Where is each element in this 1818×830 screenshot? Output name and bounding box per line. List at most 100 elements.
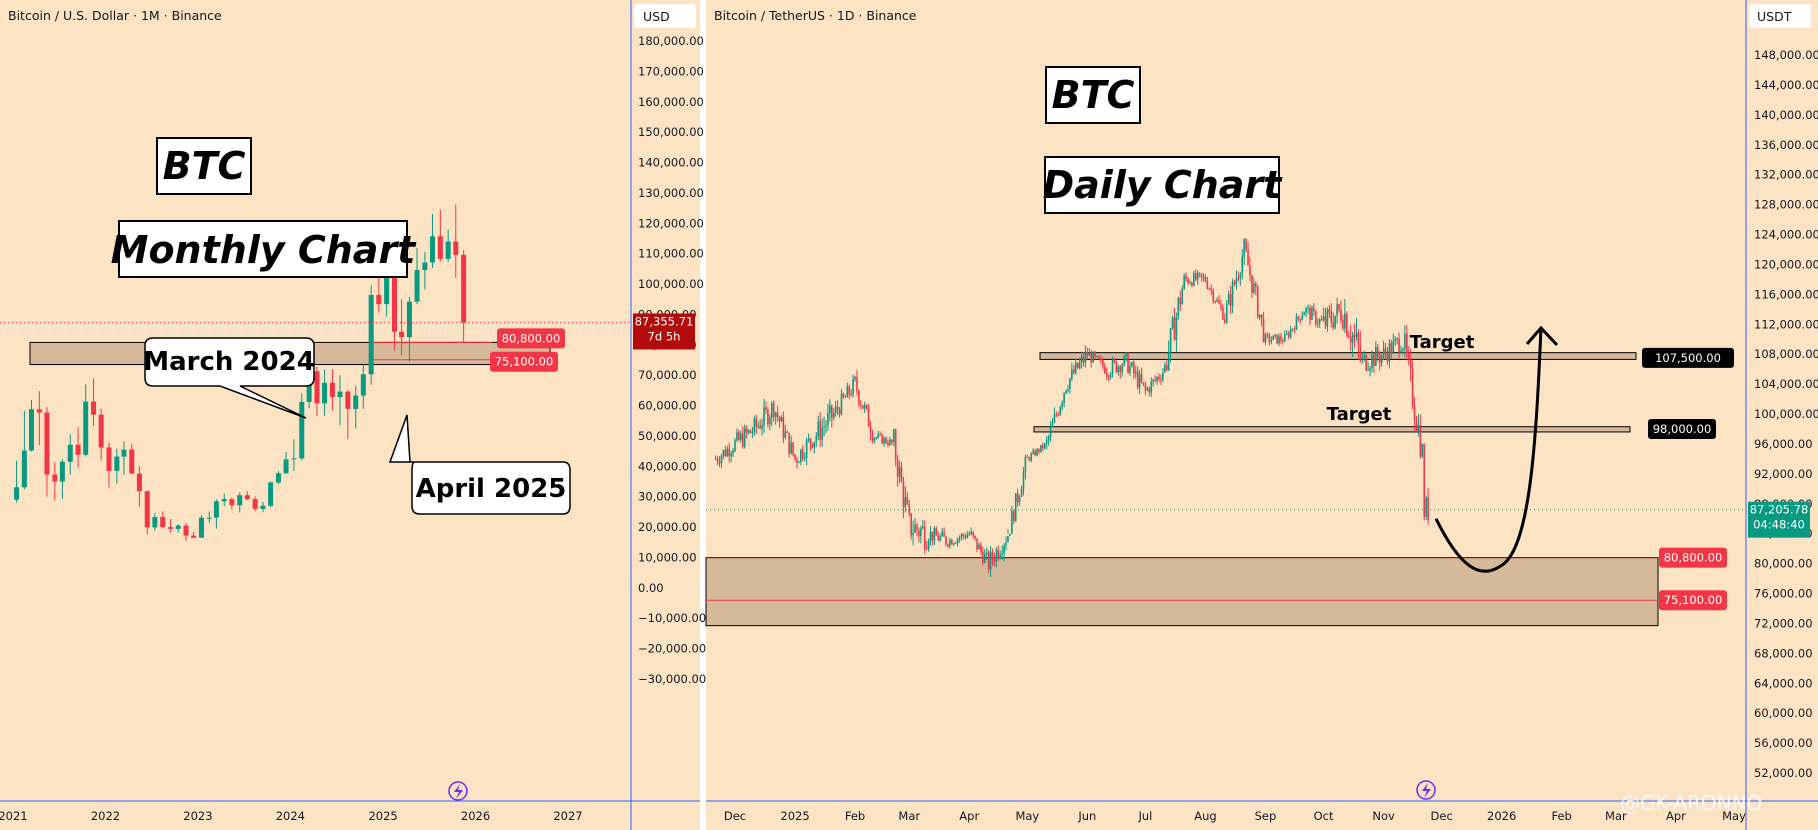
right-candle-body: [1216, 299, 1218, 302]
right-candle-body: [1315, 311, 1317, 324]
right-candle-body: [1227, 294, 1230, 305]
right-candle-body: [1152, 379, 1154, 382]
right-candle-body: [1423, 443, 1426, 517]
right-candle-body: [1280, 336, 1282, 341]
right-candle-body: [945, 536, 947, 545]
right-candle-body: [819, 421, 821, 440]
right-candle-body: [935, 527, 938, 536]
right-candle-body: [978, 544, 980, 550]
left-x-tick: 2025: [368, 809, 397, 823]
left-currency-box[interactable]: [634, 4, 696, 28]
left-y-tick: 50,000.00: [638, 429, 697, 443]
right-candle-body: [1243, 238, 1245, 257]
left-candle-body: [67, 444, 73, 462]
right-last-price-text: 87,205.78: [1750, 503, 1809, 517]
right-candle-body: [1005, 542, 1007, 546]
right-lightning-icon[interactable]: [1416, 780, 1436, 800]
left-candle-body: [36, 409, 42, 413]
left-last-price-badge: [633, 313, 695, 350]
left-y-tick: 110,000.00: [638, 247, 704, 261]
right-candle-body: [1282, 340, 1284, 342]
left-candle-body: [445, 241, 451, 259]
right-candle-body: [1342, 320, 1344, 329]
right-x-tick: Aug: [1194, 809, 1216, 823]
right-candle-body: [1134, 371, 1137, 374]
right-x-tick: Jun: [1077, 809, 1096, 823]
right-candle-body: [829, 405, 831, 414]
right-candle-body: [794, 454, 796, 460]
right-candle-body: [914, 524, 916, 533]
right-last-price-badge: [1748, 501, 1810, 538]
right-candle-body: [1249, 265, 1251, 275]
right-chart-label-box: [1044, 156, 1280, 214]
left-candle-body: [52, 474, 58, 482]
right-y-tick: 148,000.00: [1754, 48, 1818, 62]
right-candle-body: [1380, 355, 1383, 363]
right-candle-body: [1061, 402, 1063, 407]
right-y-tick: 96,000.00: [1754, 437, 1813, 451]
watermark: @GK-ARONNO: [1620, 791, 1762, 815]
right-candle-body: [1340, 309, 1342, 321]
left-candle-body: [429, 236, 435, 263]
right-y-ticks: 148,000.00 144,000.00 140,000.00 136,000.00…: [1754, 48, 1818, 780]
left-y-tick: 70,000.00: [638, 368, 697, 382]
left-candle-body: [376, 294, 382, 305]
right-candle-body: [1330, 312, 1333, 323]
right-candle-body: [1063, 393, 1065, 403]
left-title: Bitcoin / U.S. Dollar · 1M · Binance: [8, 8, 222, 23]
right-candle-body: [1171, 317, 1174, 329]
right-candle-body: [761, 425, 763, 429]
right-candle-body: [949, 540, 951, 547]
right-candle-body: [1032, 450, 1034, 454]
left-y-tick: −10,000.00: [638, 611, 706, 625]
right-candle-body: [1237, 278, 1240, 280]
right-price-badges: 107,500.00 98,000.00 87,205.78 04:48:40 …: [1642, 347, 1810, 611]
right-candle-body: [1347, 335, 1350, 338]
right-candle-body: [960, 534, 963, 538]
right-candle-body: [1210, 288, 1213, 291]
right-candle-body: [1262, 318, 1265, 343]
right-candle-body: [931, 531, 934, 541]
right-candle-body: [821, 427, 823, 440]
right-candle-body: [983, 554, 986, 563]
right-candle-body: [1386, 353, 1389, 362]
right-candle-body: [1398, 338, 1400, 353]
right-candle-body: [1268, 334, 1271, 342]
left-currency: USD: [643, 9, 670, 24]
right-candle-body: [1102, 360, 1104, 367]
left-candle-body: [198, 517, 204, 538]
right-candle-body: [1173, 317, 1176, 341]
right-candle-body: [1212, 290, 1215, 301]
right-candle-body: [1045, 440, 1048, 444]
right-candle-body: [970, 531, 972, 534]
right-y-tick: 136,000.00: [1754, 138, 1818, 152]
left-x-ticks: 2021 2022 2023 2024 2025 2026 2027: [0, 809, 583, 823]
right-x-tick: Nov: [1372, 809, 1395, 823]
right-candle-body: [1328, 309, 1331, 313]
right-candle-body: [724, 450, 727, 456]
right-candle-body: [933, 527, 936, 541]
left-lightning-icon[interactable]: [448, 781, 468, 801]
left-candle-body: [391, 276, 397, 332]
right-candle-body: [1181, 288, 1184, 305]
right-candle-body: [1264, 334, 1267, 343]
right-candle-body: [860, 403, 862, 406]
right-candle-body: [1073, 369, 1075, 374]
right-candle-body: [792, 442, 794, 455]
right-x-tick: Sep: [1255, 809, 1277, 823]
left-candle-body: [59, 461, 65, 482]
right-currency-box[interactable]: [1749, 4, 1811, 28]
right-candle-body: [1100, 359, 1102, 361]
right-candle-body: [1098, 356, 1100, 360]
left-candle-body: [406, 301, 412, 338]
right-candle-body: [861, 405, 864, 409]
right-candle-body: [1113, 359, 1116, 362]
right-candle-body: [952, 543, 955, 545]
right-candle-body: [1272, 335, 1275, 340]
right-candle-body: [788, 432, 791, 454]
left-candle-body: [98, 414, 104, 448]
right-candle-body: [1082, 356, 1085, 363]
left-level-75100-badge: [490, 351, 558, 372]
right-candle-body: [823, 426, 825, 428]
